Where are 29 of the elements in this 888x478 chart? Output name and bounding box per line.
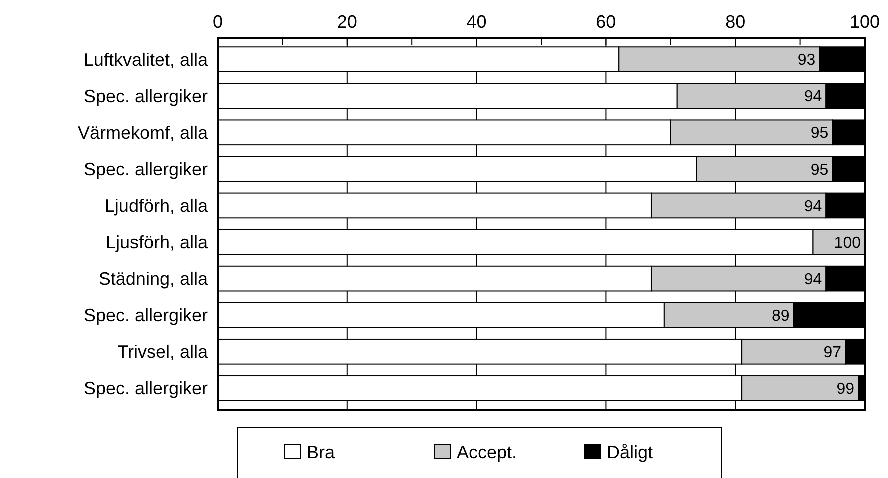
y-tick-label: Värmekomf, alla [78,122,209,143]
x-tick-label: 40 [466,12,487,32]
y-tick-label: Spec. allergiker [84,86,208,106]
y-tick-label: Spec. allergiker [84,306,208,326]
annotation: 100 [834,234,862,252]
y-tick-label: Ljudförh, alla [104,196,209,216]
y-tick-label: Städning, alla [98,269,209,290]
x-tick-label: 100 [850,12,880,32]
y-tick-label: Spec. allergiker [84,378,208,399]
y-tick-label: Luftkvalitet, alla [84,50,209,70]
annotation: 95 [810,125,829,142]
y-tick-label: Spec. allergiker [84,159,208,180]
annotation: 97 [824,344,842,362]
annotation: 99 [836,381,855,398]
annotation: 94 [804,271,822,288]
annotation: 89 [772,308,790,325]
annotation: 93 [798,52,816,70]
x-tick-label: 20 [337,12,358,32]
x-tick-label: 80 [726,12,746,32]
x-tick-label: 0 [212,12,224,32]
legend-label: Dåligt [607,442,654,462]
y-tick-label: Trivsel, alla [118,342,209,362]
legend-label: Accept. [457,442,518,462]
annotation: 94 [804,198,822,216]
legend-label: Bra [307,442,336,462]
annotation: 95 [810,162,829,179]
y-tick-label: Ljusförh, alla [106,232,209,253]
x-tick-label: 60 [596,12,616,32]
annotation: 94 [804,88,822,106]
